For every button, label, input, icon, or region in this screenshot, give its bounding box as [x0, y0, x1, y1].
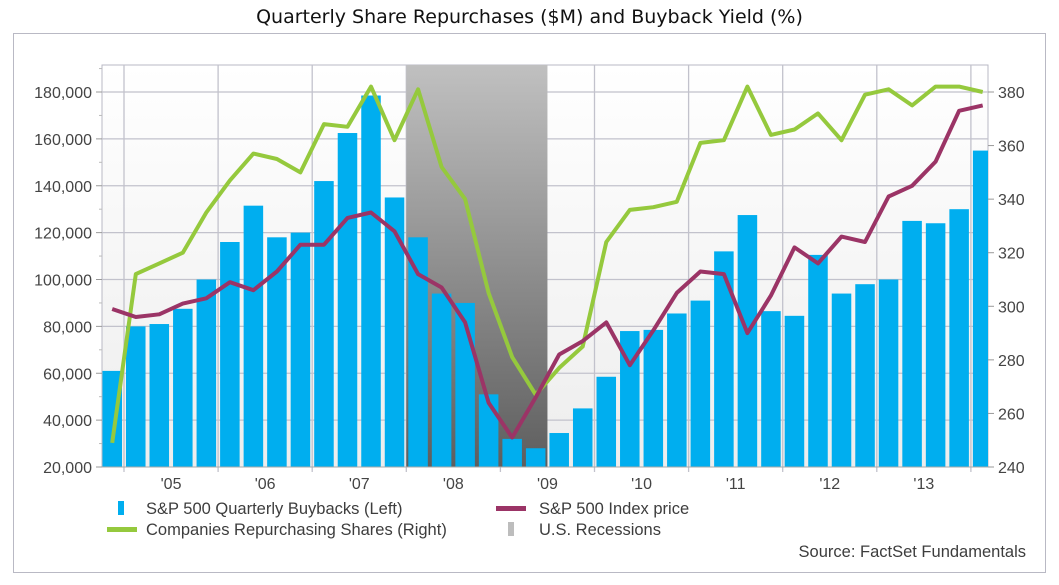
x-tick-label: '06 [255, 476, 276, 493]
bar-buybacks [737, 215, 758, 467]
left-tick-label: 60,000 [43, 366, 92, 383]
bar-buybacks [384, 197, 405, 467]
bar-buybacks [290, 232, 311, 467]
bar-buybacks [878, 279, 899, 467]
bar-buybacks [408, 237, 428, 467]
right-tick-label: 360 [998, 139, 1025, 156]
bar-buybacks [267, 237, 287, 467]
bar-buybacks [431, 293, 452, 467]
legend-swatch-buybacks [118, 501, 124, 515]
bar-buybacks [525, 448, 546, 467]
bar-buybacks [784, 315, 805, 467]
axes: 20,000 40,000 60,000 80,000 100,000 120,000 14… [34, 68, 1025, 493]
bar-buybacks [502, 438, 522, 467]
x-tick-label: '11 [726, 476, 746, 493]
x-tick-label: '12 [819, 476, 840, 493]
legend: S&P 500 Quarterly Buybacks (Left) S&P 50… [107, 500, 689, 539]
bar-buybacks [831, 293, 852, 467]
bar-buybacks [314, 181, 334, 467]
right-tick-label: 260 [998, 406, 1025, 423]
legend-swatch-companies [107, 527, 137, 532]
bar-buybacks [149, 324, 170, 467]
bar-buybacks [972, 150, 988, 467]
bar-buybacks [243, 205, 264, 467]
right-tick-label: 300 [998, 299, 1025, 316]
left-tick-label: 140,000 [34, 179, 92, 196]
buyback-bars [102, 95, 988, 467]
x-tick-label: '09 [537, 476, 558, 493]
bar-buybacks [902, 220, 922, 467]
bar-buybacks [667, 313, 687, 467]
x-tick-label: '13 [913, 476, 934, 493]
bar-buybacks [690, 300, 711, 467]
legend-label-buybacks: S&P 500 Quarterly Buybacks (Left) [146, 500, 402, 518]
line-index-price [111, 103, 984, 440]
x-tick-label: '07 [349, 476, 370, 493]
bar-buybacks [620, 331, 640, 467]
legend-swatch-index-price [496, 506, 526, 511]
left-tick-label: 180,000 [34, 85, 92, 102]
legend-label-index-price: S&P 500 Index price [539, 500, 689, 518]
left-tick-label: 80,000 [43, 319, 92, 336]
right-tick-label: 340 [998, 192, 1025, 209]
x-tick-label: '10 [631, 476, 652, 493]
left-tick-label: 20,000 [43, 460, 92, 477]
x-tick-label: '08 [443, 476, 464, 493]
bar-buybacks [337, 133, 358, 467]
legend-swatch-recessions [508, 522, 514, 536]
bar-buybacks [643, 329, 664, 467]
line-companies-repurchasing [110, 84, 984, 444]
bar-buybacks [220, 242, 240, 467]
right-tick-label: 280 [998, 353, 1025, 370]
bar-buybacks [949, 209, 969, 467]
left-tick-label: 100,000 [34, 273, 92, 290]
bar-buybacks [361, 95, 381, 467]
right-tick-label: 240 [998, 460, 1025, 477]
right-tick-label: 320 [998, 246, 1025, 263]
left-tick-label: 120,000 [34, 226, 92, 243]
bar-buybacks [572, 408, 593, 467]
bar-buybacks [761, 311, 781, 467]
bar-buybacks [173, 308, 193, 467]
line-series [110, 84, 984, 444]
legend-label-companies: Companies Repurchasing Shares (Right) [146, 521, 447, 539]
bar-buybacks [925, 223, 946, 467]
bar-buybacks [196, 279, 217, 467]
chart-title: Quarterly Share Repurchases ($M) and Buy… [256, 6, 803, 28]
x-tick-label: '05 [161, 476, 182, 493]
left-tick-label: 40,000 [43, 413, 92, 430]
bar-buybacks [126, 326, 146, 467]
bar-buybacks [549, 433, 569, 467]
bar-buybacks [596, 376, 617, 467]
legend-label-recessions: U.S. Recessions [539, 521, 661, 539]
left-tick-label: 160,000 [34, 132, 92, 149]
source-note: Source: FactSet Fundamentals [799, 543, 1026, 561]
bar-buybacks [808, 254, 828, 467]
bar-buybacks [714, 251, 734, 467]
right-tick-label: 380 [998, 85, 1025, 102]
bar-buybacks [855, 284, 875, 467]
